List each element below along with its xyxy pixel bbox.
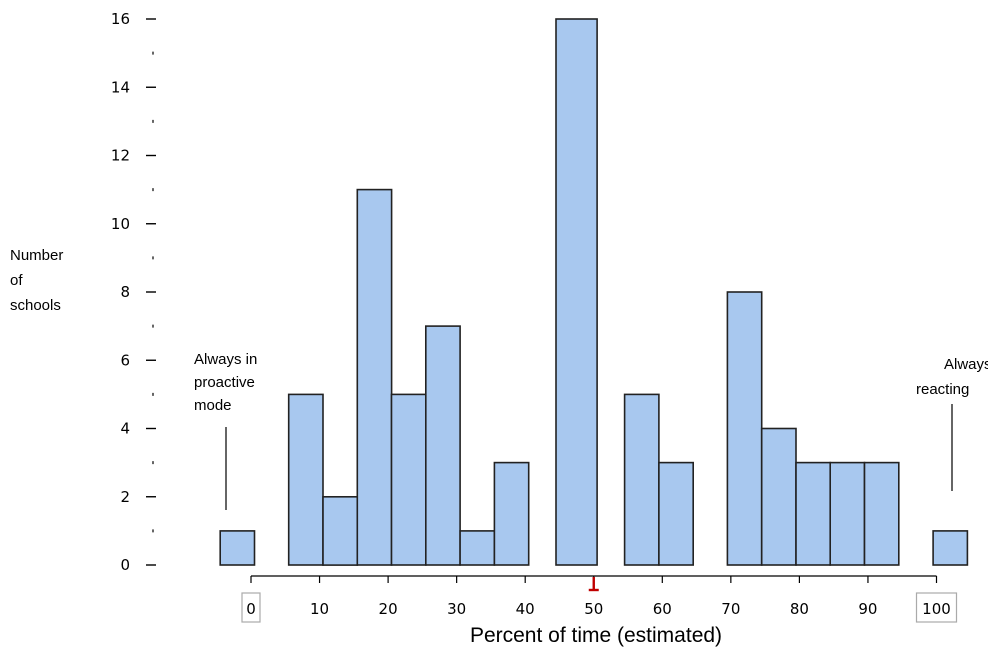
- histogram-bar: [726, 291, 763, 566]
- histogram-bar: [658, 461, 695, 566]
- x-tick-label: 10: [310, 600, 329, 618]
- histogram-bar: [459, 530, 496, 566]
- annotation-left-line-2: proactive: [194, 374, 255, 391]
- histogram-bar: [863, 461, 900, 566]
- x-tick-label-box: [241, 592, 261, 623]
- y-tick-label: 10: [111, 215, 130, 233]
- histogram-bar: [322, 495, 359, 566]
- y-tick-label: 2: [120, 488, 130, 506]
- histogram-bar: [795, 461, 832, 566]
- histogram-bar: [390, 393, 427, 566]
- y-tick-label: 6: [120, 351, 130, 369]
- y-tick-label: 4: [120, 420, 130, 438]
- x-tick-label: 30: [447, 600, 466, 618]
- y-axis-label-line-3: schools: [10, 297, 61, 314]
- y-tick-label: 14: [111, 78, 130, 96]
- x-tick-label: 0: [246, 600, 256, 618]
- histogram-bar: [424, 325, 461, 566]
- x-tick-label: 90: [858, 600, 877, 618]
- annotation-right-line-2: reacting: [916, 381, 969, 398]
- x-tick-label: 40: [516, 600, 535, 618]
- x-tick-label: 80: [790, 600, 809, 618]
- x-tick-label: 70: [721, 600, 740, 618]
- x-tick-label: 50: [584, 600, 603, 618]
- annotation-right-line-1: Always: [944, 356, 988, 373]
- x-axis-title: Percent of time (estimated): [470, 624, 722, 647]
- histogram-bar: [356, 188, 393, 566]
- x-tick-label-box: [915, 592, 958, 623]
- histogram-bar: [932, 530, 969, 566]
- y-tick-label: 0: [120, 556, 130, 574]
- histogram-bar: [219, 530, 256, 566]
- histogram-bar: [555, 18, 598, 566]
- y-tick-label: 8: [120, 283, 130, 301]
- annotation-left-line-1: Always in: [194, 351, 257, 368]
- x-tick-label: 20: [379, 600, 398, 618]
- histogram-bar: [493, 461, 530, 566]
- y-tick-label: 12: [111, 147, 130, 165]
- annotation-left-line-3: mode: [194, 397, 232, 414]
- histogram-bar: [623, 393, 660, 566]
- histogram-bar: [287, 393, 324, 566]
- histogram-bar: [760, 427, 797, 566]
- x-tick-label: 60: [653, 600, 672, 618]
- y-tick-label: 16: [111, 10, 130, 28]
- histogram-bar: [829, 461, 866, 566]
- y-axis-label-line-1: Number: [10, 247, 63, 264]
- x-tick-label: 100: [922, 600, 951, 618]
- y-axis-label-line-2: of: [10, 272, 23, 289]
